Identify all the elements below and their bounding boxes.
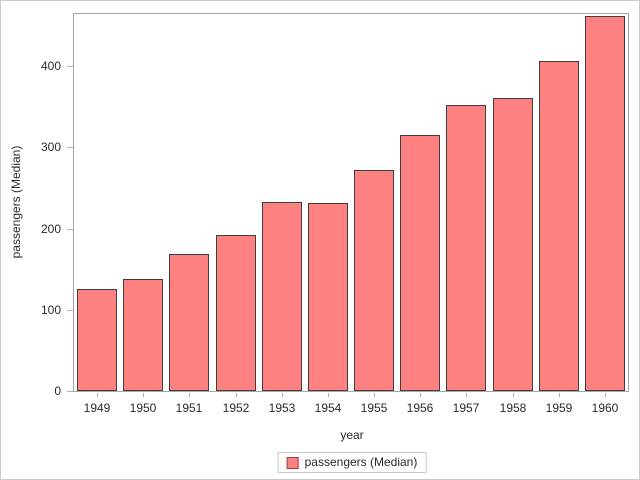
x-tick-label: 1958 — [499, 401, 527, 415]
y-tick-label: 400 — [40, 59, 61, 73]
x-tick-label: 1959 — [545, 401, 573, 415]
bar-1955 — [354, 170, 395, 391]
legend-swatch-icon — [286, 456, 299, 469]
bar-1958 — [492, 98, 533, 391]
x-tick-label: 1949 — [83, 401, 111, 415]
x-tick-mark — [97, 393, 98, 397]
x-tick-label: 1960 — [591, 401, 619, 415]
x-tick-mark — [559, 393, 560, 397]
x-tick-label: 1957 — [452, 401, 480, 415]
y-axis-title: passengers (Median) — [9, 145, 23, 259]
bar-1960 — [584, 16, 625, 391]
x-tick-mark — [282, 393, 283, 397]
bar-1949 — [77, 289, 118, 391]
x-tick-label: 1951 — [175, 401, 203, 415]
x-tick-mark — [605, 393, 606, 397]
bar-1954 — [307, 203, 348, 391]
y-tick-mark — [67, 310, 73, 311]
y-tick-label: 200 — [40, 222, 61, 236]
legend-label: passengers (Median) — [304, 455, 418, 469]
plot-area — [73, 13, 629, 392]
x-tick-label: 1953 — [268, 401, 296, 415]
x-tick-mark — [236, 393, 237, 397]
legend: passengers (Median) — [277, 452, 427, 473]
bar-1952 — [215, 235, 256, 391]
bar-1957 — [446, 105, 487, 391]
y-tick-label: 300 — [40, 140, 61, 154]
x-axis-title: year — [340, 428, 364, 442]
y-tick-mark — [67, 147, 73, 148]
bar-1950 — [123, 279, 164, 391]
y-tick-label: 100 — [40, 303, 61, 317]
y-tick-mark — [67, 391, 73, 392]
x-tick-mark — [466, 393, 467, 397]
x-tick-mark — [189, 393, 190, 397]
x-tick-label: 1955 — [360, 401, 388, 415]
x-tick-mark — [143, 393, 144, 397]
x-tick-label: 1950 — [129, 401, 157, 415]
x-tick-mark — [420, 393, 421, 397]
x-tick-label: 1956 — [406, 401, 434, 415]
y-tick-label: 0 — [54, 384, 61, 398]
y-tick-mark — [67, 229, 73, 230]
bar-1959 — [538, 61, 579, 391]
bar-1953 — [261, 202, 302, 391]
x-tick-mark — [328, 393, 329, 397]
bar-1951 — [169, 254, 210, 391]
y-tick-mark — [67, 66, 73, 67]
x-tick-mark — [374, 393, 375, 397]
x-tick-label: 1954 — [314, 401, 342, 415]
bar-1956 — [400, 135, 441, 391]
x-tick-mark — [513, 393, 514, 397]
x-tick-label: 1952 — [222, 401, 250, 415]
